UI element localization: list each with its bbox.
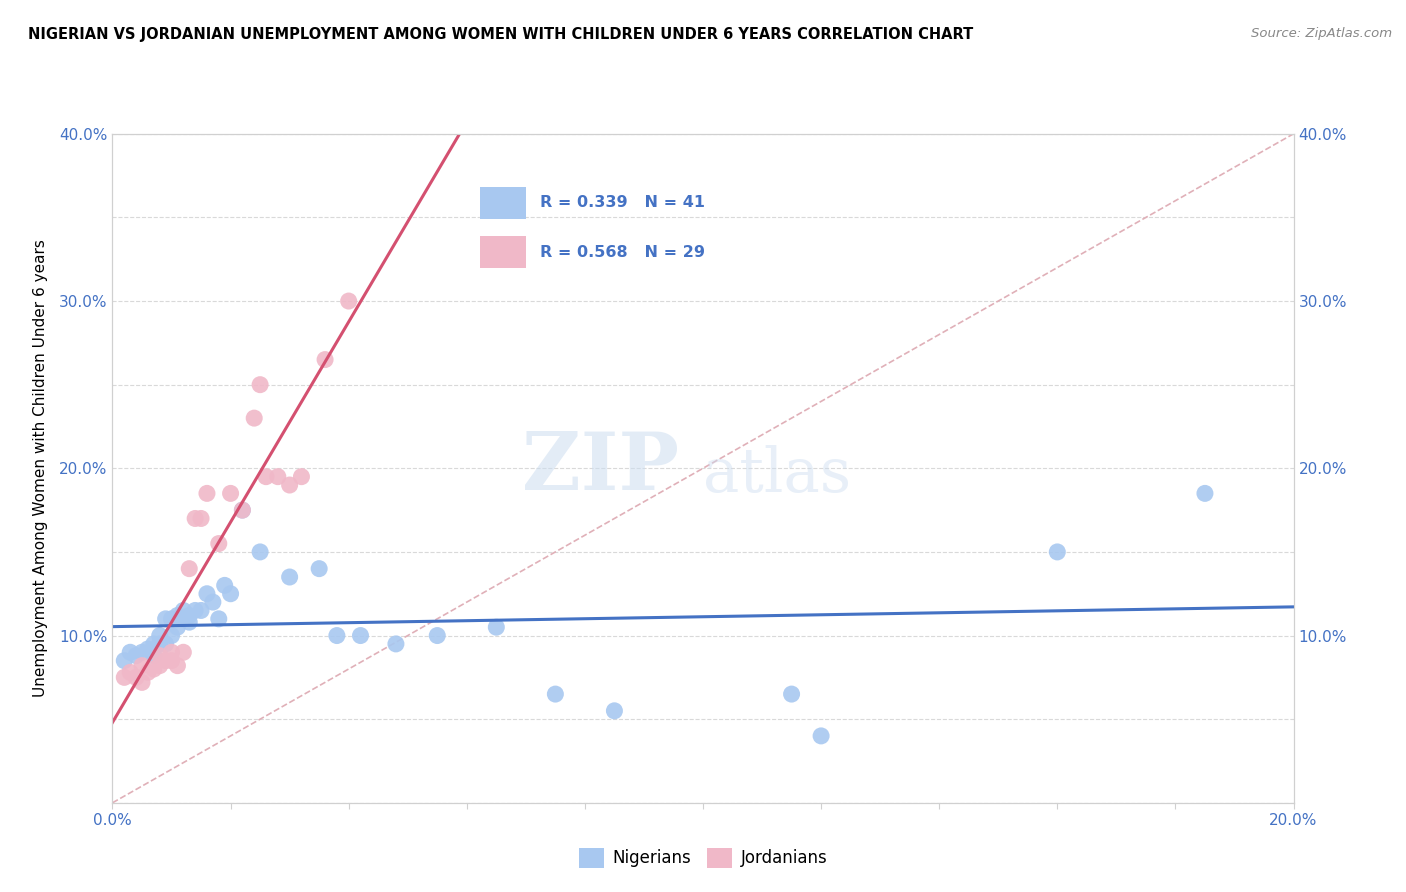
Point bbox=[290, 469, 312, 483]
Point bbox=[231, 503, 253, 517]
Point bbox=[112, 670, 135, 684]
Point bbox=[149, 628, 172, 642]
Point bbox=[485, 620, 508, 634]
Point bbox=[254, 469, 277, 483]
Point bbox=[184, 511, 207, 525]
Point bbox=[155, 612, 177, 626]
Point bbox=[155, 654, 177, 668]
Point bbox=[149, 658, 172, 673]
Point bbox=[179, 615, 201, 630]
Point bbox=[385, 637, 408, 651]
Point bbox=[172, 612, 194, 626]
Point bbox=[208, 612, 231, 626]
Point bbox=[267, 469, 290, 483]
Point bbox=[278, 478, 301, 492]
Point bbox=[208, 536, 231, 550]
Point bbox=[160, 654, 183, 668]
Point bbox=[172, 645, 194, 659]
Point bbox=[160, 612, 183, 626]
Point bbox=[195, 486, 218, 500]
Point bbox=[125, 670, 148, 684]
Point bbox=[214, 578, 236, 592]
Point bbox=[166, 608, 188, 623]
Point bbox=[125, 648, 148, 663]
Text: atlas: atlas bbox=[703, 445, 851, 505]
Point bbox=[190, 511, 212, 525]
Point bbox=[136, 642, 159, 657]
Point bbox=[810, 729, 832, 743]
Point bbox=[184, 603, 207, 617]
Y-axis label: Unemployment Among Women with Children Under 6 years: Unemployment Among Women with Children U… bbox=[32, 239, 48, 698]
Point bbox=[142, 637, 165, 651]
Point bbox=[249, 377, 271, 392]
Point bbox=[326, 628, 349, 642]
Point bbox=[249, 545, 271, 559]
Point bbox=[1046, 545, 1069, 559]
Legend: Nigerians, Jordanians: Nigerians, Jordanians bbox=[572, 841, 834, 875]
Point bbox=[179, 562, 201, 576]
Point bbox=[243, 411, 266, 425]
Point bbox=[155, 637, 177, 651]
Text: Source: ZipAtlas.com: Source: ZipAtlas.com bbox=[1251, 27, 1392, 40]
Point bbox=[780, 687, 803, 701]
Text: R = 0.339   N = 41: R = 0.339 N = 41 bbox=[540, 195, 704, 211]
Point bbox=[544, 687, 567, 701]
Point bbox=[149, 637, 172, 651]
Point bbox=[149, 648, 172, 663]
Point bbox=[160, 628, 183, 642]
Point bbox=[112, 654, 135, 668]
Point bbox=[120, 665, 142, 680]
Text: R = 0.568   N = 29: R = 0.568 N = 29 bbox=[540, 244, 704, 260]
Point bbox=[195, 587, 218, 601]
Point bbox=[426, 628, 449, 642]
Text: ZIP: ZIP bbox=[523, 429, 679, 508]
Point bbox=[166, 620, 188, 634]
Point bbox=[120, 645, 142, 659]
Point bbox=[190, 603, 212, 617]
FancyBboxPatch shape bbox=[479, 186, 526, 219]
Text: NIGERIAN VS JORDANIAN UNEMPLOYMENT AMONG WOMEN WITH CHILDREN UNDER 6 YEARS CORRE: NIGERIAN VS JORDANIAN UNEMPLOYMENT AMONG… bbox=[28, 27, 973, 42]
Point bbox=[1194, 486, 1216, 500]
Point bbox=[179, 608, 201, 623]
Point bbox=[136, 665, 159, 680]
Point bbox=[160, 645, 183, 659]
Point bbox=[131, 658, 153, 673]
Point bbox=[131, 645, 153, 659]
Point bbox=[219, 486, 242, 500]
Point bbox=[142, 662, 165, 676]
Point bbox=[603, 704, 626, 718]
Point bbox=[314, 352, 336, 367]
Point bbox=[337, 294, 360, 309]
Point bbox=[219, 587, 242, 601]
Point bbox=[349, 628, 371, 642]
Point bbox=[166, 658, 188, 673]
FancyBboxPatch shape bbox=[479, 236, 526, 268]
Point bbox=[308, 562, 330, 576]
Point bbox=[231, 503, 253, 517]
Point bbox=[172, 603, 194, 617]
Point bbox=[278, 570, 301, 584]
Point bbox=[131, 675, 153, 690]
Point bbox=[142, 648, 165, 663]
Point bbox=[201, 595, 224, 609]
